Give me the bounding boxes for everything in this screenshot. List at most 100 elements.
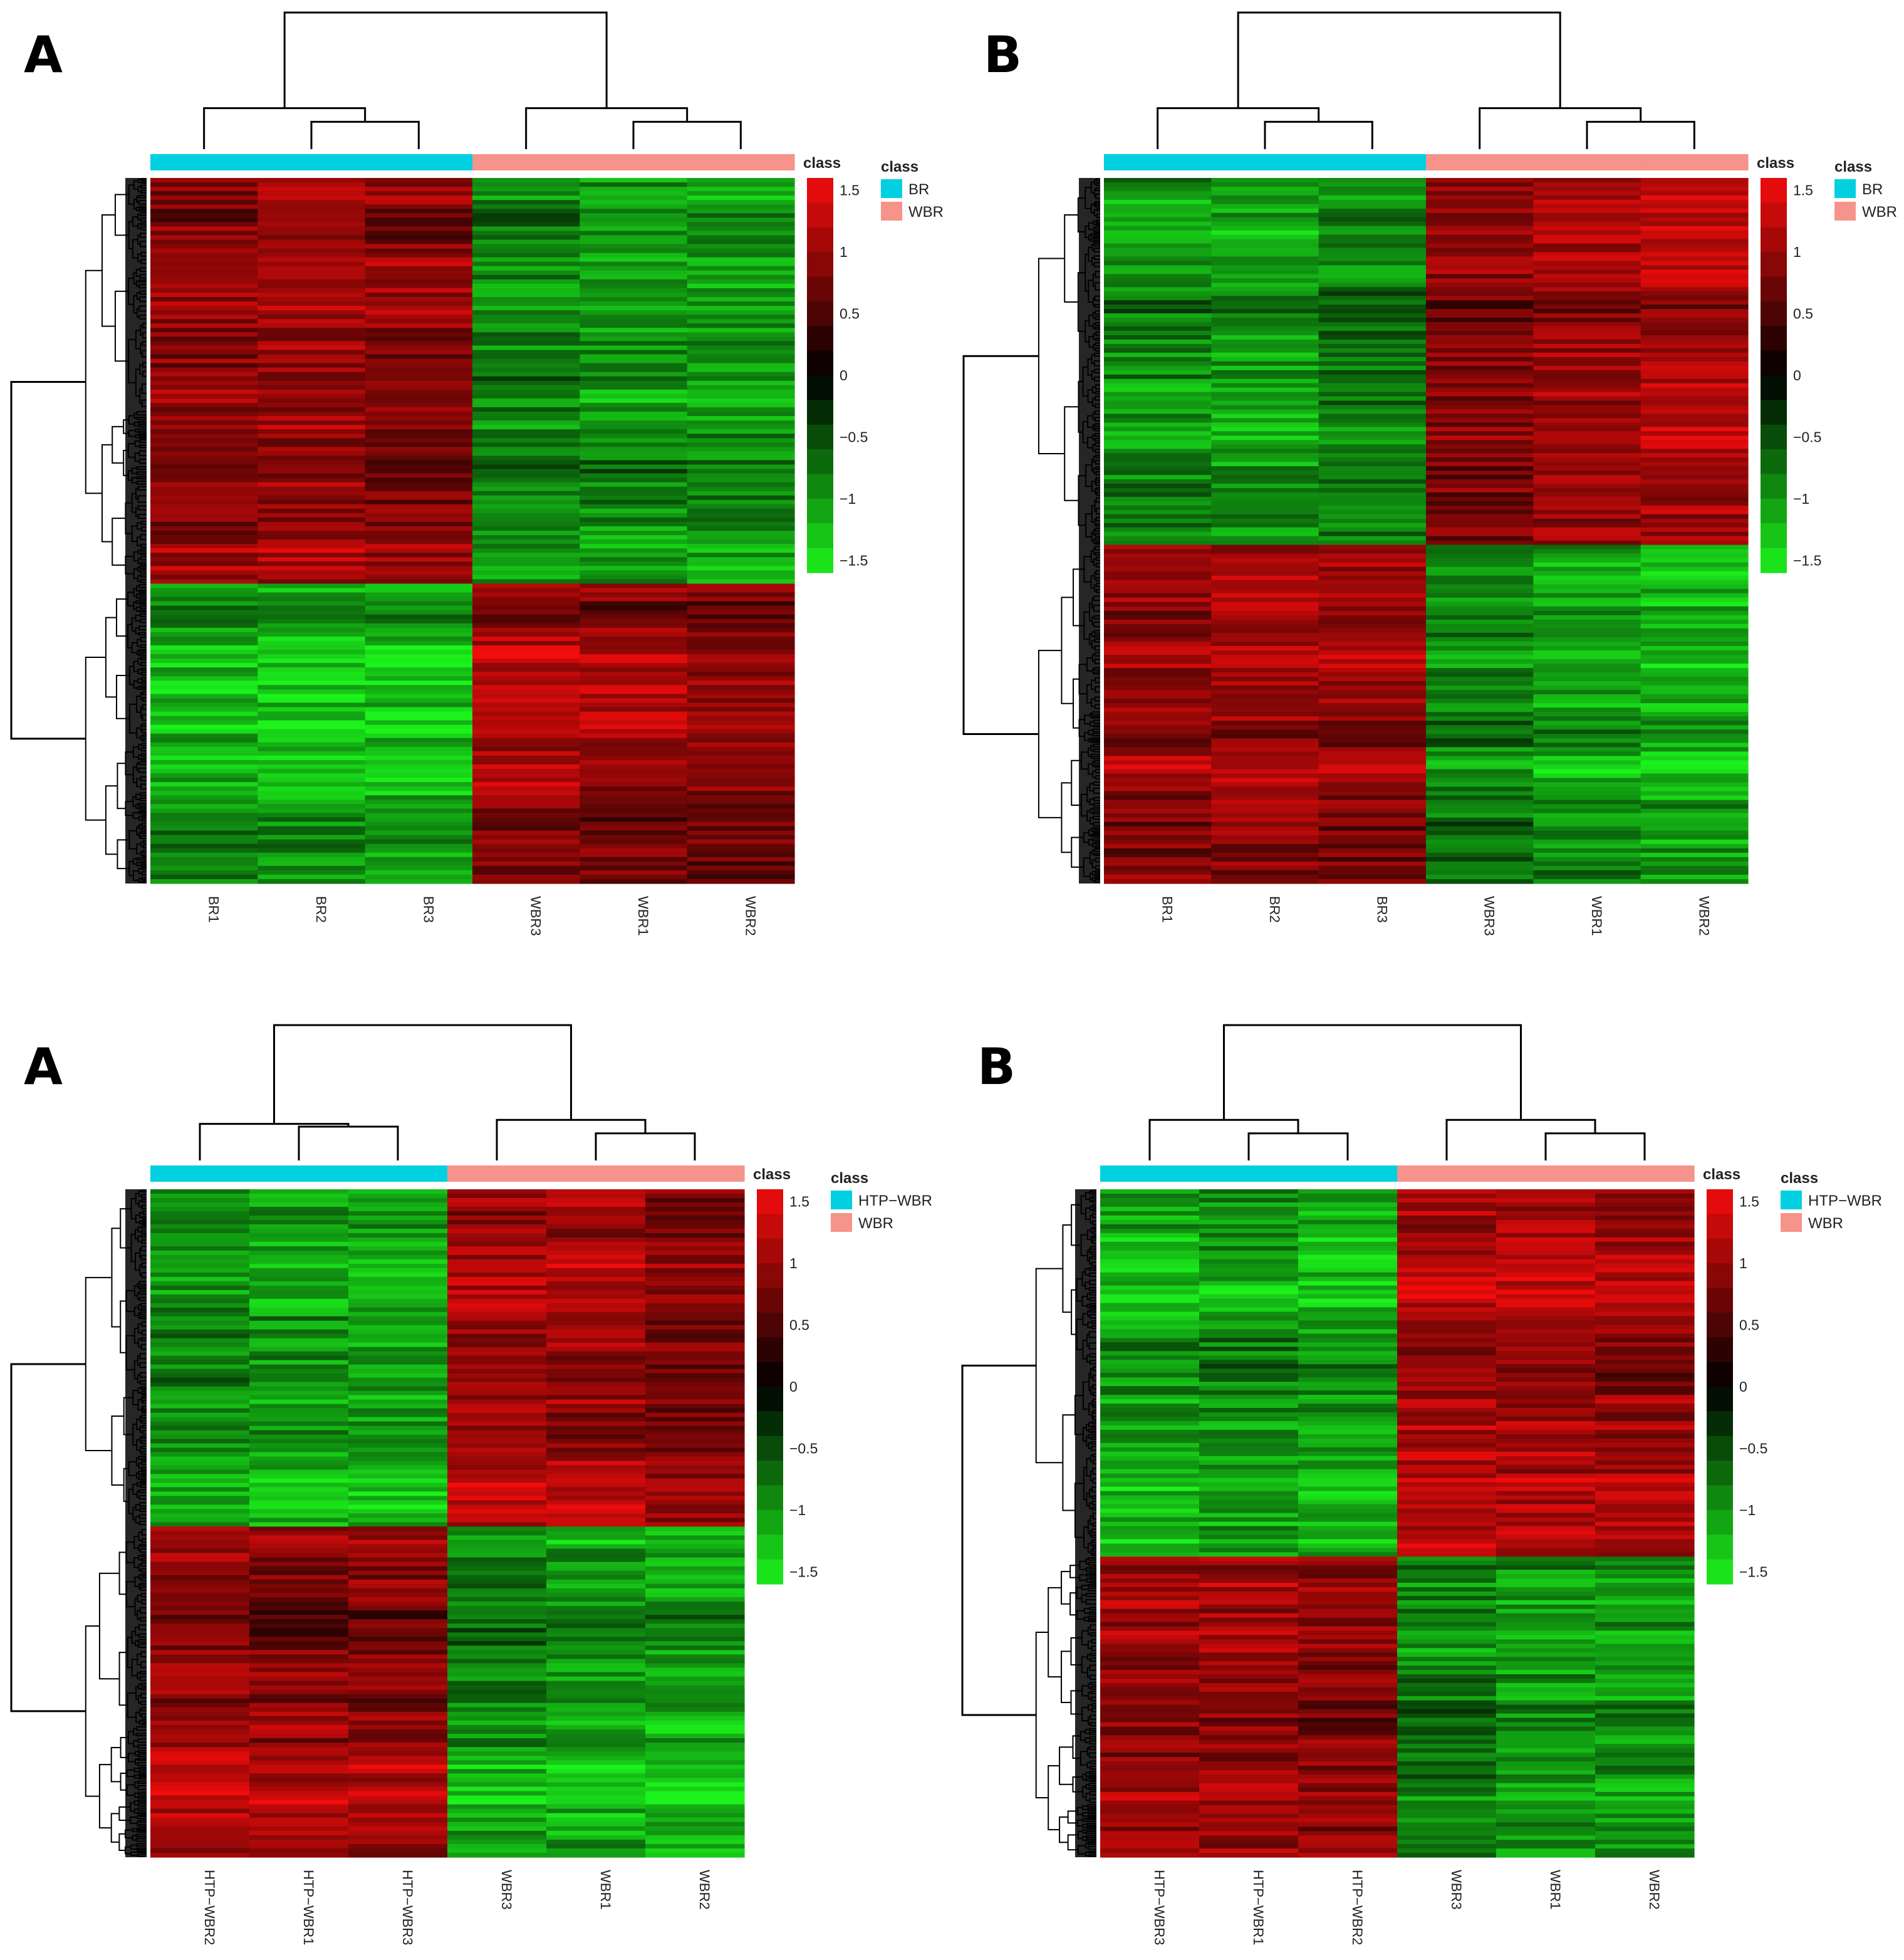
heatmap-cell bbox=[1298, 1517, 1398, 1523]
heatmap-cell bbox=[249, 1215, 349, 1221]
heatmap-cell bbox=[472, 200, 580, 205]
heatmap-cell bbox=[546, 1645, 646, 1650]
heatmap-cell bbox=[1199, 1285, 1299, 1291]
heatmap-cell bbox=[1104, 462, 1212, 467]
heatmap-cell bbox=[1397, 1447, 1497, 1452]
heatmap-cell bbox=[150, 1456, 250, 1462]
heatmap-cell bbox=[580, 499, 688, 505]
heatmap-cell bbox=[472, 499, 580, 505]
heatmap-cell bbox=[348, 1575, 448, 1580]
heatmap-cell bbox=[1104, 645, 1212, 651]
heatmap-cell bbox=[258, 350, 366, 355]
heatmap-cell bbox=[1211, 348, 1319, 353]
heatmap-cell bbox=[1104, 690, 1212, 695]
heatmap-cell bbox=[447, 1663, 547, 1669]
heatmap-cell bbox=[472, 209, 580, 214]
heatmap-cell bbox=[1426, 287, 1534, 292]
heatmap-cell bbox=[1426, 795, 1534, 801]
heatmap-cell bbox=[258, 235, 366, 241]
heatmap-cell bbox=[150, 544, 258, 549]
heatmap-cell bbox=[645, 1605, 745, 1611]
heatmap-cell bbox=[546, 1333, 646, 1339]
heatmap-cell bbox=[258, 614, 366, 620]
heatmap-cell bbox=[447, 1561, 547, 1567]
heatmap-cell bbox=[150, 1434, 250, 1440]
heatmap-cell bbox=[150, 861, 258, 867]
heatmap-cell bbox=[546, 1848, 646, 1853]
heatmap-cell bbox=[1100, 1263, 1200, 1269]
heatmap-cell bbox=[1640, 645, 1749, 651]
heatmap-cell bbox=[580, 222, 688, 227]
heatmap-cell bbox=[1318, 309, 1427, 314]
heatmap-cell bbox=[687, 640, 795, 646]
heatmap-cell bbox=[348, 1377, 448, 1383]
heatmap-cell bbox=[1496, 1420, 1596, 1426]
heatmap-cell bbox=[1533, 318, 1641, 323]
heatmap-cell bbox=[546, 1544, 646, 1550]
heatmap-cell bbox=[365, 274, 473, 280]
heatmap-cell bbox=[1100, 1228, 1200, 1234]
heatmap-cell bbox=[348, 1637, 448, 1642]
heatmap-cell bbox=[447, 1707, 547, 1712]
heatmap-cell bbox=[1318, 374, 1427, 380]
heatmap-cell bbox=[1595, 1491, 1695, 1496]
heatmap-cell bbox=[1211, 628, 1319, 633]
heatmap-cell bbox=[472, 773, 580, 778]
heatmap-cell bbox=[645, 1355, 745, 1361]
heatmap-cell bbox=[1533, 619, 1641, 625]
heatmap-cell bbox=[546, 1211, 646, 1216]
heatmap-cell bbox=[1199, 1233, 1299, 1238]
heatmap-cell bbox=[447, 1826, 547, 1832]
heatmap-cell bbox=[1640, 378, 1749, 384]
heatmap-cell bbox=[546, 1711, 646, 1717]
heatmap-cell bbox=[580, 191, 688, 196]
heatmap-cell bbox=[150, 301, 258, 306]
heatmap-cell bbox=[1397, 1473, 1497, 1479]
heatmap-cell bbox=[1640, 712, 1749, 717]
heatmap-cell bbox=[365, 746, 473, 752]
dendrogram-link bbox=[117, 839, 130, 870]
heatmap-cell bbox=[1426, 505, 1534, 511]
heatmap-cell bbox=[1397, 1526, 1497, 1531]
heatmap-cell bbox=[258, 786, 366, 791]
heatmap-cell bbox=[645, 1395, 745, 1400]
heatmap-cell bbox=[1211, 479, 1319, 484]
heatmap-cell bbox=[1533, 821, 1641, 827]
heatmap-cell bbox=[1426, 409, 1534, 415]
heatmap-cell bbox=[1100, 1530, 1200, 1535]
heatmap-cell bbox=[447, 1276, 547, 1282]
colorbar-step bbox=[807, 474, 833, 499]
heatmap-cell bbox=[365, 411, 473, 417]
heatmap-cell bbox=[1640, 239, 1749, 244]
heatmap-cell bbox=[1199, 1464, 1299, 1470]
heatmap-cell bbox=[150, 513, 258, 518]
heatmap-cell bbox=[1496, 1303, 1596, 1308]
heatmap-cell bbox=[645, 1553, 745, 1558]
heatmap-cell bbox=[1397, 1543, 1497, 1548]
heatmap-cell bbox=[258, 535, 366, 540]
heatmap-cell bbox=[645, 1729, 745, 1734]
heatmap-cell bbox=[1640, 575, 1749, 581]
heatmap-cell bbox=[1595, 1355, 1695, 1360]
heatmap-cell bbox=[1640, 269, 1749, 274]
heatmap-cell bbox=[1533, 305, 1641, 310]
heatmap-cell bbox=[258, 720, 366, 726]
heatmap-cell bbox=[1199, 1429, 1299, 1435]
heatmap-cell bbox=[1199, 1193, 1299, 1199]
heatmap-cell bbox=[1199, 1425, 1299, 1431]
heatmap-cell bbox=[1640, 318, 1749, 323]
legend-entry: BR bbox=[908, 181, 929, 198]
heatmap-cell bbox=[348, 1233, 448, 1238]
heatmap-cell bbox=[472, 288, 580, 293]
heatmap-cell bbox=[447, 1654, 547, 1659]
heatmap-cell bbox=[1533, 843, 1641, 849]
heatmap-cell bbox=[348, 1553, 448, 1558]
heatmap-cell bbox=[687, 716, 795, 721]
heatmap-cell bbox=[150, 499, 258, 505]
heatmap-cell bbox=[1640, 387, 1749, 393]
heatmap-cell bbox=[687, 341, 795, 347]
heatmap-cell bbox=[645, 1786, 745, 1792]
legend-entry: WBR bbox=[1862, 204, 1897, 221]
heatmap-cell bbox=[645, 1298, 745, 1304]
heatmap-cell bbox=[1533, 274, 1641, 279]
